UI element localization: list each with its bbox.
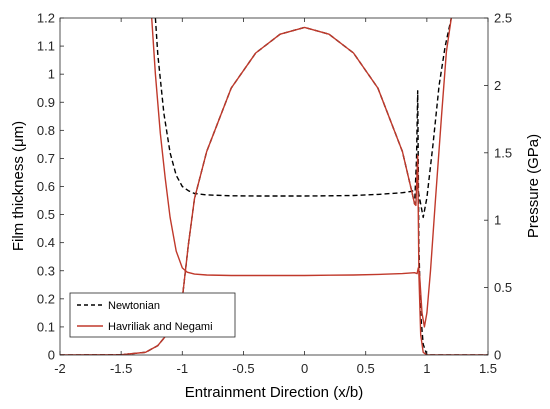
y-left-tick-label: 0.4	[37, 235, 55, 250]
film-thickness-line-havriliak	[151, 18, 452, 328]
x-tick-label: -1.5	[110, 361, 132, 376]
x-tick-label: -2	[54, 361, 66, 376]
x-tick-label: -1	[177, 361, 189, 376]
x-tick-label: 1	[423, 361, 430, 376]
film-thickness-line-newtonian	[154, 18, 452, 219]
y-left-tick-label: 1	[48, 67, 55, 82]
y-left-tick-label: 0.7	[37, 151, 55, 166]
x-tick-label: 0	[301, 361, 308, 376]
y-left-tick-label: 0.2	[37, 291, 55, 306]
y-left-tick-label: 1.2	[37, 11, 55, 26]
y-right-tick-label: 2.5	[494, 11, 512, 26]
y-right-tick-label: 0.5	[494, 280, 512, 295]
y-left-tick-label: 0.1	[37, 319, 55, 334]
legend-box	[69, 292, 236, 338]
y-left-tick-label: 0.6	[37, 179, 55, 194]
x-tick-label: -0.5	[232, 361, 254, 376]
y-left-tick-label: 0.3	[37, 263, 55, 278]
y-left-tick-label: 0.8	[37, 123, 55, 138]
axes-layer: -2 -1.5 -1 -0.5 0 0.5 1 1.500.10.20.30.40.50.60…	[37, 11, 512, 377]
legend: Newtonian Havriliak and Negami	[69, 292, 236, 338]
y-right-tick-label: 0	[494, 348, 501, 363]
y-left-tick-label: 0.5	[37, 207, 55, 222]
legend-label-newtonian: Newtonian	[108, 300, 160, 312]
y-left-tick-label: 1.1	[37, 39, 55, 54]
legend-label-havriliak: Havriliak and Negami	[108, 321, 213, 333]
y-left-tick-label: 0.9	[37, 95, 55, 110]
y-right-tick-label: 1	[494, 213, 501, 228]
y-left-tick-label: 0	[48, 348, 55, 363]
y-axis-right-label: Pressure (GPa)	[525, 134, 542, 238]
y-right-tick-label: 2	[494, 78, 501, 93]
y-axis-left-label: Film thickness (μm)	[10, 121, 27, 251]
x-tick-label: 1.5	[479, 361, 497, 376]
x-axis-label: Entrainment Direction (x/b)	[185, 384, 363, 401]
y-right-tick-label: 1.5	[494, 145, 512, 160]
x-tick-label: 0.5	[357, 361, 375, 376]
